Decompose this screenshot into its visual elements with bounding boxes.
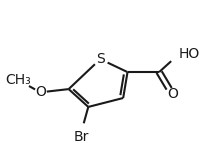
Text: HO: HO <box>179 47 200 61</box>
Text: Br: Br <box>74 130 89 144</box>
Text: CH₃: CH₃ <box>6 73 31 87</box>
Text: O: O <box>167 87 178 101</box>
Text: O: O <box>35 85 46 99</box>
Text: S: S <box>96 52 105 66</box>
